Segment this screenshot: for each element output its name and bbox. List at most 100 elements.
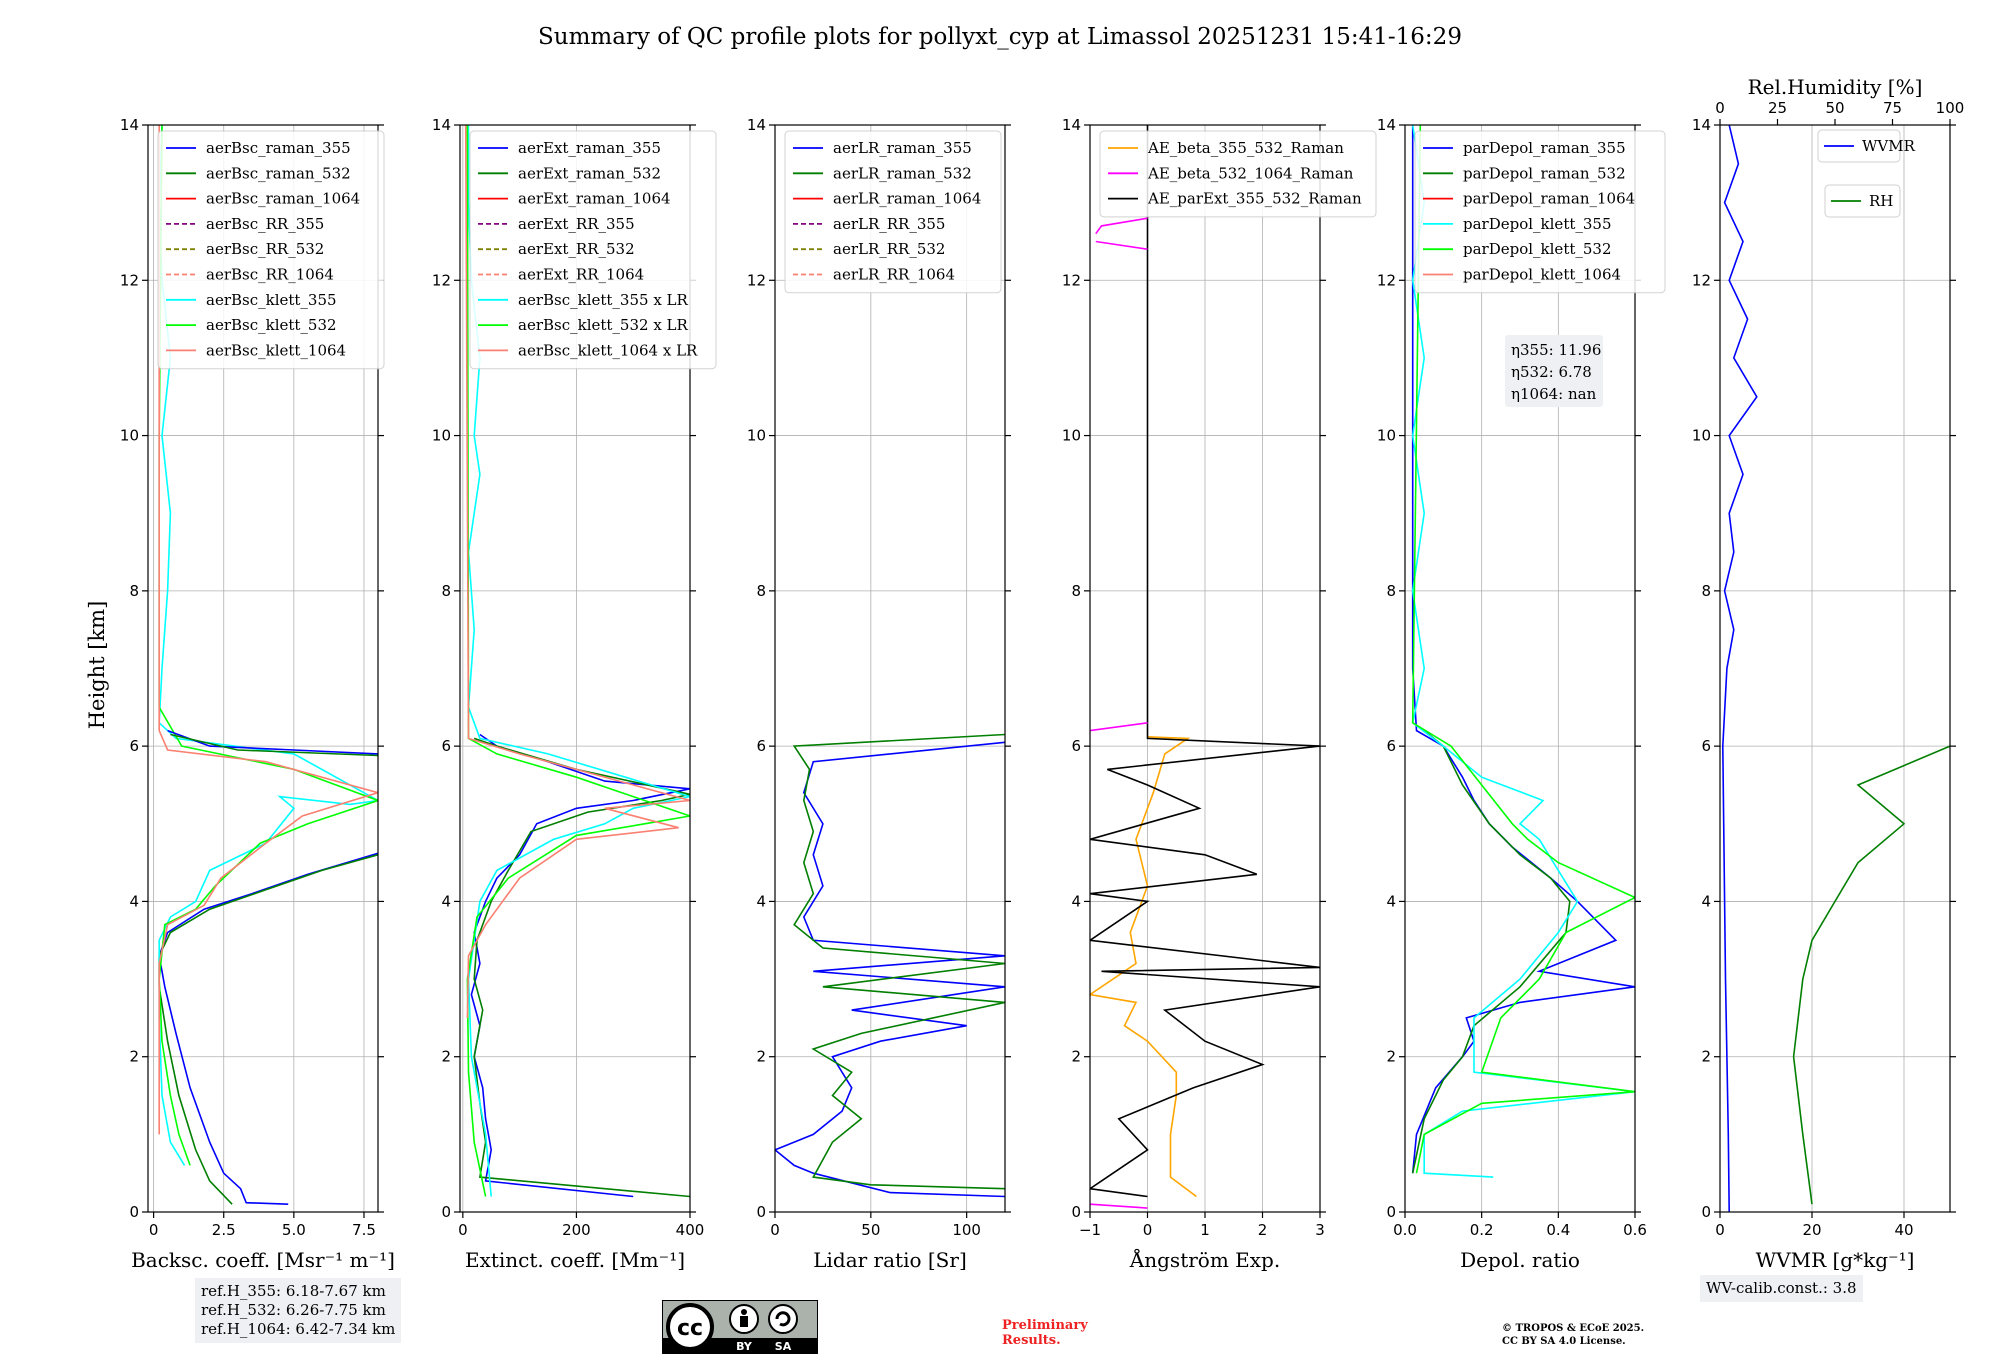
depolarization-legend-label: parDepol_raman_1064: [1463, 190, 1635, 208]
depolarization-legend-label: parDepol_raman_355: [1463, 139, 1626, 157]
backscatter-series-4: [158, 125, 378, 1135]
lidar-ratio-frame: [774, 124, 1006, 1213]
depolarization-ytick-label: 6: [1386, 737, 1396, 755]
extinction-legend-label: aerExt_raman_355: [518, 139, 661, 157]
wvmr-ytick-label: 10: [1692, 427, 1711, 445]
lidar-ratio-xtick-label: 50: [861, 1221, 880, 1239]
depolarization-ytick-label: 8: [1386, 582, 1396, 600]
copyright-line-2: CC BY SA 4.0 License.: [1502, 1336, 1626, 1347]
angstrom-series-4: [1095, 217, 1148, 235]
wvmr-legend-box: [1817, 129, 1901, 163]
angstrom-legend-label: AE_beta_355_532_Raman: [1147, 139, 1344, 157]
depolarization-ytick-label: 0: [1386, 1203, 1396, 1221]
lidar-ratio-ytick-label: 12: [747, 271, 766, 289]
wvmr-ytick-label: 2: [1701, 1048, 1711, 1066]
backscatter-ytick-label: 4: [129, 892, 139, 910]
lidar-ratio-legend-label: aerLR_RR_1064: [833, 266, 955, 284]
angstrom-ytick-label: 14: [1062, 116, 1081, 134]
extinction-ytick-label: 4: [441, 892, 451, 910]
angstrom-legend-label: AE_parExt_355_532_Raman: [1147, 190, 1362, 208]
depolarization-ytick-label: 12: [1377, 271, 1396, 289]
angstrom-xtick-label: 1: [1200, 1221, 1210, 1239]
angstrom-xtick-label: 2: [1258, 1221, 1268, 1239]
extinction-legend-label: aerExt_raman_532: [518, 164, 661, 182]
extinction-series-group: [464, 125, 690, 1198]
depolarization-xtick-label: 0.4: [1546, 1221, 1570, 1239]
angstrom-xtick-label: −1: [1079, 1221, 1101, 1239]
backscatter-series-group: [158, 125, 378, 1205]
lidar-ratio-legend-label: aerLR_raman_532: [833, 164, 972, 182]
badge-by-text: BY: [736, 1340, 753, 1353]
backscatter-x-axis-label: Backsc. coeff. [Msr⁻¹ m⁻¹]: [131, 1248, 395, 1272]
depolarization-xtick-label: 0.2: [1470, 1221, 1494, 1239]
backscatter-legend-box: [157, 130, 385, 370]
reference-heights-box: ref.H_355: 6.18-7.67 km ref.H_532: 6.26-…: [195, 1278, 402, 1343]
extinction-legend-label: aerBsc_klett_355 x LR: [518, 291, 689, 309]
ref-height-532: ref.H_532: 6.26-7.75 km: [201, 1301, 386, 1319]
lidar-ratio-x-axis-label: Lidar ratio [Sr]: [813, 1248, 967, 1272]
wvmr-top-xtick-label: 75: [1883, 99, 1902, 117]
depolarization-legend-label: parDepol_klett_355: [1463, 215, 1612, 233]
extinction-series-4: [464, 125, 690, 1018]
angstrom-xtick-label: 3: [1315, 1221, 1325, 1239]
depolarization-series-group: [1411, 125, 1635, 1178]
wvmr-top-axis-label: Rel.Humidity [%]: [1748, 75, 1923, 99]
preliminary-line-1: Preliminary: [1002, 1318, 1088, 1333]
wvmr-legend-label: RH: [1869, 192, 1893, 210]
depolarization-legend-label: parDepol_klett_1064: [1463, 266, 1621, 284]
depolarization-ytick-label: 2: [1386, 1048, 1396, 1066]
extinction-legend-label: aerBsc_klett_1064 x LR: [518, 341, 698, 359]
extinction-legend-label: aerExt_RR_355: [518, 215, 635, 233]
backscatter-xtick-label: 7.5: [352, 1221, 376, 1239]
lidar-ratio-legend-label: aerLR_raman_355: [833, 139, 972, 157]
extinction-series-2: [467, 125, 690, 1197]
extinction-ytick-label: 6: [441, 737, 451, 755]
backscatter-legend-label: aerBsc_klett_532: [206, 316, 337, 334]
extinction-xtick-label: 400: [676, 1221, 705, 1239]
angstrom-ytick-label: 10: [1062, 427, 1081, 445]
copyright-line-1: © TROPOS & ECoE 2025.: [1502, 1323, 1645, 1334]
cc-logo-text: cc: [677, 1316, 703, 1341]
backscatter-series-0: [158, 852, 378, 1205]
extinction-xtick-label: 200: [562, 1221, 591, 1239]
lidar-ratio-legend-box: [784, 130, 1002, 294]
wvmr-xtick-label: 20: [1802, 1221, 1821, 1239]
wvmr-x-axis-label: WVMR [g*kg⁻¹]: [1756, 1248, 1915, 1272]
wvmr-ytick-label: 14: [1692, 116, 1711, 134]
depolarization-annotation-label: η532: 6.78: [1511, 363, 1592, 381]
backscatter-series-6: [170, 733, 378, 757]
wvmr-ytick-label: 6: [1701, 737, 1711, 755]
extinction-ytick-label: 10: [432, 427, 451, 445]
depolarization-ytick-label: 4: [1386, 892, 1396, 910]
backscatter-legend-label: aerBsc_klett_1064: [206, 341, 346, 359]
angstrom-ytick-label: 12: [1062, 271, 1081, 289]
angstrom-series-0: [1090, 736, 1197, 1198]
preliminary-notice: Preliminary Results.: [1002, 1318, 1088, 1348]
extinction-series-0: [470, 733, 690, 1198]
backscatter-legend-label: aerBsc_raman_532: [206, 164, 351, 182]
lidar-ratio-ytick-label: 8: [756, 582, 766, 600]
extinction-ytick-label: 8: [441, 582, 451, 600]
lidar-ratio-ytick-label: 6: [756, 737, 766, 755]
angstrom-series-5: [1095, 240, 1148, 250]
extinction-legend-box: [469, 130, 717, 370]
extinction-panel: 0 2 4 6 8 10 12 14 0 200 400 Extinct. coeff. [Mm⁻¹]…: [432, 116, 717, 1272]
angstrom-legend-label: AE_beta_532_1064_Raman: [1147, 164, 1354, 182]
depolarization-legend-label: parDepol_klett_532: [1463, 240, 1612, 258]
wvmr-top-xtick-label: 0: [1715, 99, 1725, 117]
backscatter-series-1: [158, 854, 378, 1205]
wvmr-xtick-label: 40: [1894, 1221, 1913, 1239]
lidar-ratio-panel: 0 2 4 6 8 10 12 14 0 50 100 Lidar ratio [Sr] aerLR_r…: [747, 116, 1011, 1272]
backscatter-ytick-label: 6: [129, 737, 139, 755]
backscatter-series-2: [158, 125, 378, 1166]
depolarization-xtick-label: 0.0: [1393, 1221, 1417, 1239]
depolarization-x-axis-label: Depol. ratio: [1460, 1248, 1580, 1272]
wvmr-frame: [1719, 124, 1951, 1213]
figure-title: Summary of QC profile plots for pollyxt_…: [538, 24, 1462, 50]
backscatter-legend-label: aerBsc_RR_355: [206, 215, 324, 233]
extinction-xtick-label: 0: [458, 1221, 468, 1239]
lidar-ratio-legend-label: aerLR_RR_355: [833, 215, 945, 233]
extinction-frame: [459, 124, 691, 1213]
extinction-legend-label: aerExt_RR_1064: [518, 266, 644, 284]
